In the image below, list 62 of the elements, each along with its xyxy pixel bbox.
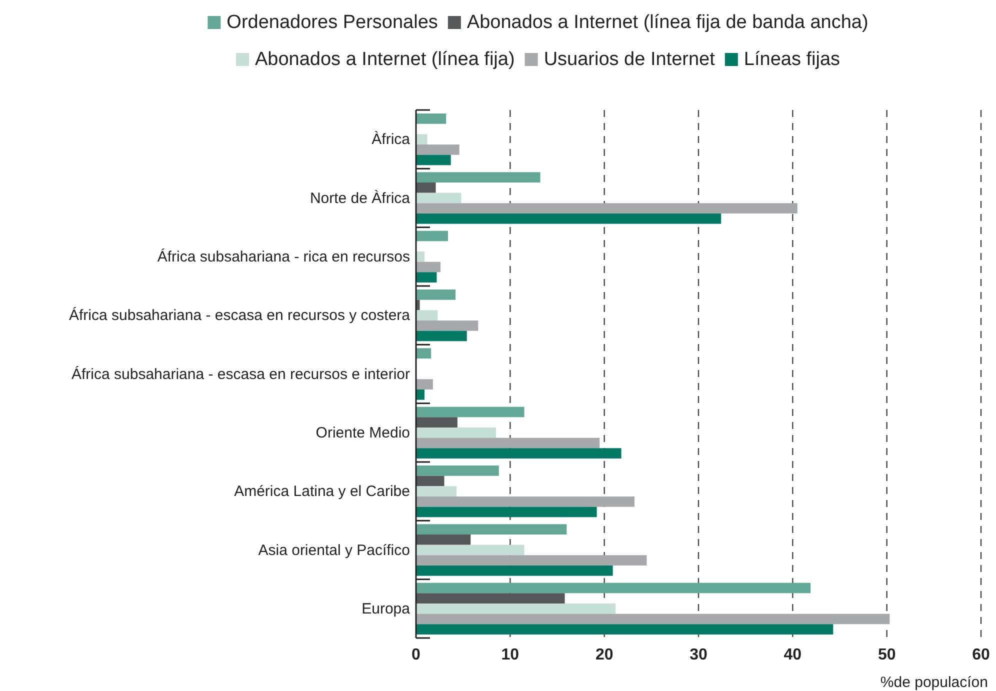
bar xyxy=(416,134,428,144)
bar xyxy=(416,144,460,155)
bar xyxy=(416,213,722,224)
y-tick-label: Europa xyxy=(362,600,411,618)
bar xyxy=(416,624,834,634)
y-tick-label: Norte de Àfrica xyxy=(310,188,411,207)
y-tick-label: África subsahariana - escasa en recursos y costera xyxy=(69,306,411,324)
bar xyxy=(416,448,622,458)
y-tick-label: Asia oriental y Pacífico xyxy=(258,542,410,559)
bar xyxy=(416,496,634,507)
bar xyxy=(416,114,446,124)
bar xyxy=(416,330,467,342)
bar xyxy=(416,593,565,604)
bar xyxy=(416,406,524,418)
bar xyxy=(416,565,613,576)
legend-label: Usuarios de Internet xyxy=(544,49,716,70)
x-tick-label: 10 xyxy=(501,646,520,664)
bar xyxy=(416,262,440,272)
x-tick-label: 30 xyxy=(690,646,708,664)
x-axis-title: %de populacíon xyxy=(880,674,988,691)
bar xyxy=(416,524,567,535)
bar xyxy=(416,172,540,183)
bar xyxy=(416,290,456,300)
legend-label: Abonados a Internet (línea fija de banda ancha) xyxy=(466,12,868,33)
bar xyxy=(416,438,600,448)
bar xyxy=(416,555,647,566)
legend-label: Ordenadores Personales xyxy=(226,12,438,33)
bar xyxy=(416,428,496,438)
bar xyxy=(416,582,811,594)
bar xyxy=(416,417,458,428)
y-tick-label: Àfrica xyxy=(372,130,411,148)
bar xyxy=(416,348,432,359)
bar xyxy=(416,466,499,476)
bar xyxy=(416,203,798,214)
bar xyxy=(416,614,890,624)
bar xyxy=(416,379,433,390)
x-tick-label: 60 xyxy=(972,646,990,664)
legend-label: Abonados a Internet (línea fija) xyxy=(254,49,515,70)
bar xyxy=(416,310,438,320)
bar xyxy=(416,192,462,204)
bar xyxy=(416,476,444,486)
bar xyxy=(416,604,616,614)
bar xyxy=(416,252,424,262)
x-tick-label: 40 xyxy=(784,646,802,664)
bar xyxy=(416,272,437,282)
y-tick-label: África subsahariana - rica en recursos xyxy=(157,247,410,266)
bar xyxy=(416,230,448,242)
x-tick-label: 0 xyxy=(412,646,421,664)
bar xyxy=(416,320,478,331)
bar xyxy=(416,154,451,166)
y-tick-label: África subsahariana - escasa en recursos e interior xyxy=(72,364,410,383)
legend-label: Líneas fijas xyxy=(744,49,840,70)
bar xyxy=(416,544,524,556)
y-tick-label: América Latina y el Caribe xyxy=(234,483,410,500)
bar xyxy=(416,486,456,496)
bar xyxy=(416,389,424,400)
x-tick-label: 20 xyxy=(595,646,614,664)
bar xyxy=(416,534,471,545)
bar xyxy=(416,506,597,518)
bar xyxy=(416,182,436,193)
y-tick-label: Oriente Medio xyxy=(316,424,410,442)
x-tick-label: 50 xyxy=(878,646,896,664)
